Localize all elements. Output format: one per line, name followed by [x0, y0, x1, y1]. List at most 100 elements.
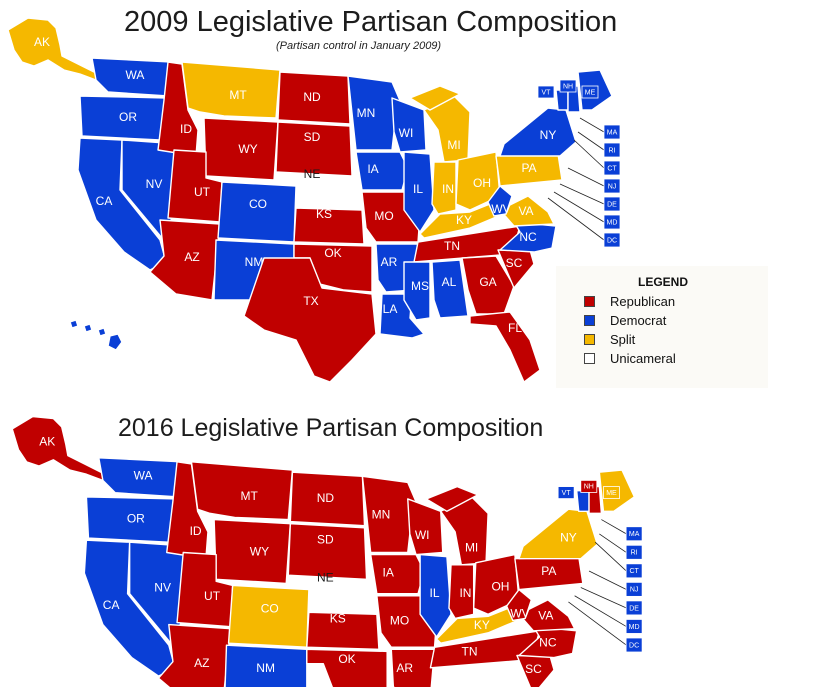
state-box-label-md: MD: [629, 624, 640, 631]
leader-line-nj: [588, 570, 627, 590]
state-label-mo: MO: [374, 209, 393, 223]
legend-item-democrat: Democrat: [584, 313, 666, 328]
state-label-ky: KY: [456, 213, 472, 227]
state-label-ne: NE: [317, 570, 334, 584]
legend-label: Unicameral: [610, 351, 676, 366]
state-label-nd: ND: [317, 491, 335, 505]
state-label-or: OR: [127, 512, 145, 526]
state-box-label-de: DE: [629, 605, 639, 612]
state-label-wv: WV: [510, 606, 529, 620]
state-label-ca: CA: [103, 598, 120, 612]
state-label-il: IL: [413, 182, 423, 196]
state-al: [431, 259, 469, 319]
state-label-ky: KY: [474, 618, 490, 632]
state-label-nd: ND: [303, 90, 321, 104]
leader-line-dc: [547, 197, 605, 241]
state-co: [227, 584, 310, 648]
leader-line-ma: [601, 519, 627, 535]
legend: LEGEND Republican Democrat Split Unicame…: [556, 266, 768, 388]
state-box-ri: [625, 544, 643, 560]
state-box-me: [581, 85, 599, 99]
state-label-nc: NC: [539, 635, 557, 649]
state-hi: [69, 319, 79, 329]
state-ak: [11, 415, 106, 482]
state-label-id: ID: [180, 122, 192, 136]
leader-line-ri: [599, 533, 627, 553]
state-ok: [306, 648, 388, 687]
state-vt: [575, 490, 590, 512]
map-2009-subtitle: (Partisan control in January 2009): [276, 40, 442, 52]
state-label-nm: NM: [245, 255, 264, 269]
state-box-ma: [603, 124, 621, 140]
state-label-tx: TX: [303, 294, 318, 308]
state-in: [431, 161, 457, 215]
state-mi-part1: [425, 485, 479, 512]
state-box-label-md: MD: [607, 219, 618, 226]
state-box-nh: [580, 479, 598, 493]
map-2009: AK HI WA OR CA NV ID MT WY UT AZ CO NM ND SD NE KS OK TX MN…: [7, 17, 621, 383]
state-box-me: [603, 486, 620, 499]
state-ia: [369, 553, 425, 595]
state-box-label-nj: NJ: [630, 587, 639, 594]
state-box-label-dc: DC: [629, 642, 639, 649]
leader-line-ma: [579, 117, 605, 133]
state-label-az: AZ: [194, 656, 209, 670]
state-label-ga: GA: [479, 275, 496, 289]
state-box-label-dc: DC: [607, 237, 617, 244]
state-label-wa: WA: [134, 468, 153, 482]
state-label-sc: SC: [506, 256, 523, 270]
state-label-al: AL: [442, 275, 457, 289]
state-oh: [455, 151, 501, 211]
state-label-ar: AR: [381, 255, 398, 269]
map-2009-title: 2009 Legislative Partisan Composition: [124, 6, 618, 38]
state-label-mi: MI: [465, 541, 478, 555]
state-label-wi: WI: [399, 126, 414, 140]
leader-line-ct: [594, 541, 627, 572]
state-label-oh: OH: [491, 580, 509, 594]
state-label-ny: NY: [540, 128, 557, 142]
state-hi-part3: [107, 333, 123, 351]
state-box-md: [625, 619, 643, 634]
state-va: [499, 195, 555, 227]
state-label-va: VA: [538, 609, 553, 623]
state-label-ak: AK: [39, 434, 55, 448]
map-2016-title: 2016 Legislative Partisan Composition: [118, 414, 544, 442]
state-label-wi: WI: [415, 528, 430, 542]
legend-swatch-split: [584, 334, 595, 345]
state-box-ct: [625, 563, 643, 579]
state-ks: [293, 207, 365, 245]
state-label-mt: MT: [240, 489, 258, 503]
state-label-sd: SD: [317, 532, 334, 546]
state-label-mn: MN: [357, 106, 376, 120]
state-ny: [518, 508, 598, 560]
state-label-id: ID: [190, 524, 202, 538]
state-label-az: AZ: [184, 250, 199, 264]
state-label-pa: PA: [521, 161, 536, 175]
state-label-il: IL: [430, 586, 440, 600]
state-fl: [469, 311, 541, 383]
state-box-label-ri: RI: [631, 550, 638, 557]
state-oh: [472, 553, 520, 615]
state-label-ne: NE: [304, 167, 321, 181]
state-nd: [289, 471, 366, 527]
state-hi-part2: [97, 327, 107, 337]
leader-line-de: [580, 587, 627, 609]
state-box-nj: [625, 581, 643, 597]
legend-swatch-democrat: [584, 315, 595, 326]
state-nd: [277, 71, 351, 125]
state-box-nj: [603, 178, 621, 194]
state-nc: [499, 221, 557, 253]
state-box-label-me: ME: [585, 89, 596, 96]
leader-line-ri: [577, 131, 605, 151]
state-box-label-nh: NH: [563, 83, 573, 90]
state-wi: [407, 498, 444, 556]
state-hi-part1: [83, 323, 93, 333]
state-label-va: VA: [518, 204, 533, 218]
map-2009-states: AK HI WA OR CA NV ID MT WY UT AZ CO NM ND SD NE KS OK TX MN…: [7, 17, 621, 383]
state-label-or: OR: [119, 110, 137, 124]
legend-item-unicameral: Unicameral: [584, 351, 676, 366]
state-nc: [518, 625, 578, 659]
state-ms: [403, 261, 431, 321]
state-label-ca: CA: [96, 194, 113, 208]
